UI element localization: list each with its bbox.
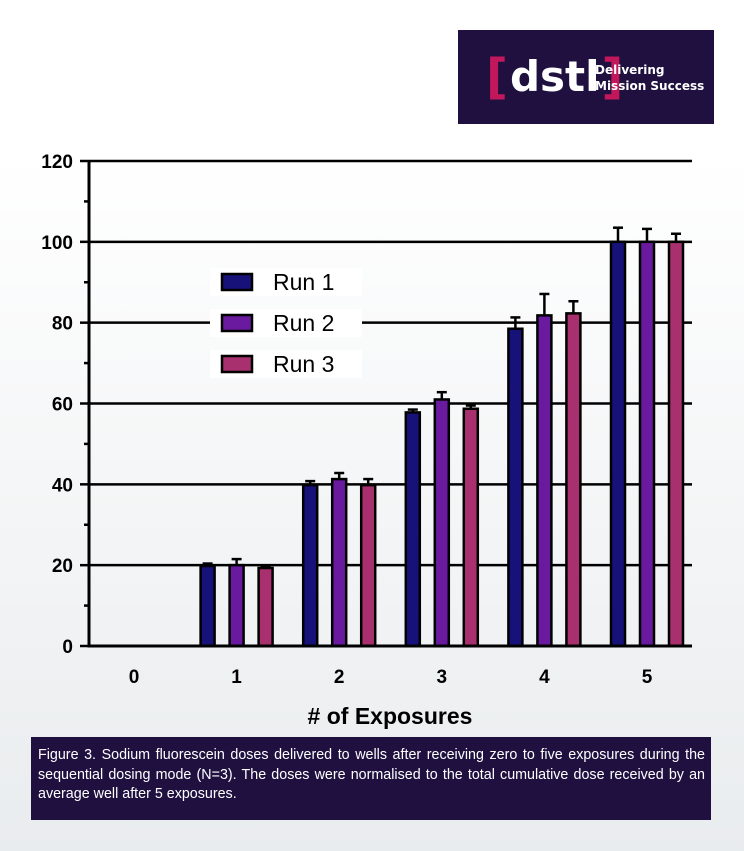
bar-run-1-4: [507, 327, 524, 648]
bar-run-2-5: [638, 240, 656, 648]
x-tick-label: 3: [437, 667, 448, 688]
bar-run-3-5: [667, 240, 685, 648]
x-tick-label: 1: [231, 667, 242, 688]
legend-swatch-run-3: [220, 354, 254, 374]
bar-run-1-3: [404, 411, 422, 648]
dstl-logo: [ dstl ] Delivering Mission Success: [458, 30, 714, 124]
y-tick-label: 80: [52, 314, 73, 335]
bar-run-1-5: [609, 240, 627, 648]
y-tick-label: 120: [41, 152, 73, 173]
bar-run-3-2: [359, 483, 377, 648]
bar-run-3-3: [462, 407, 480, 648]
x-tick-label: 4: [539, 667, 550, 688]
logo-wordmark: dstl: [509, 52, 600, 101]
x-tick-label: 5: [642, 667, 653, 688]
logo-mark: [ dstl ]: [486, 52, 623, 102]
x-tick-label: 0: [129, 667, 140, 688]
x-axis-title: # of Exposures: [308, 703, 473, 729]
bar-chart: 0 20 40 60 80 100 120 0 1 2 3 4 5 # of Exposures Run 1…: [41, 152, 692, 729]
bar-run-3-4: [565, 312, 582, 648]
logo-close-bracket: ]: [601, 49, 624, 105]
bar-run-2-1: [228, 563, 245, 648]
logo-tagline: Delivering Mission Success: [595, 62, 704, 94]
legend-swatch-run-1: [220, 272, 254, 292]
y-tick-label: 60: [52, 395, 73, 416]
bar-run-2-4: [536, 314, 553, 648]
bar-run-2-3: [433, 398, 451, 648]
x-tick-label: 2: [334, 667, 345, 688]
y-tick-label: 100: [41, 233, 73, 254]
legend-label-run-1: Run 1: [273, 269, 334, 295]
y-tick-label: 40: [52, 475, 73, 496]
bar-run-1-2: [301, 483, 319, 648]
legend-swatch-run-2: [220, 313, 254, 333]
legend: Run 1 Run 2 Run 3: [210, 268, 362, 378]
y-tick-label: 0: [62, 637, 73, 658]
figure-caption: Figure 3. Sodium fluorescein doses deliv…: [31, 737, 711, 820]
logo-tagline-line1: Delivering: [595, 63, 665, 77]
y-tick-label: 20: [52, 556, 73, 577]
logo-tagline-line2: Mission Success: [595, 79, 705, 93]
logo-open-bracket: [: [486, 49, 508, 105]
legend-label-run-3: Run 3: [273, 351, 334, 377]
bar-run-3-1: [257, 566, 274, 648]
legend-label-run-2: Run 2: [273, 310, 334, 336]
bar-run-2-2: [330, 477, 348, 648]
bar-run-1-1: [199, 564, 216, 648]
